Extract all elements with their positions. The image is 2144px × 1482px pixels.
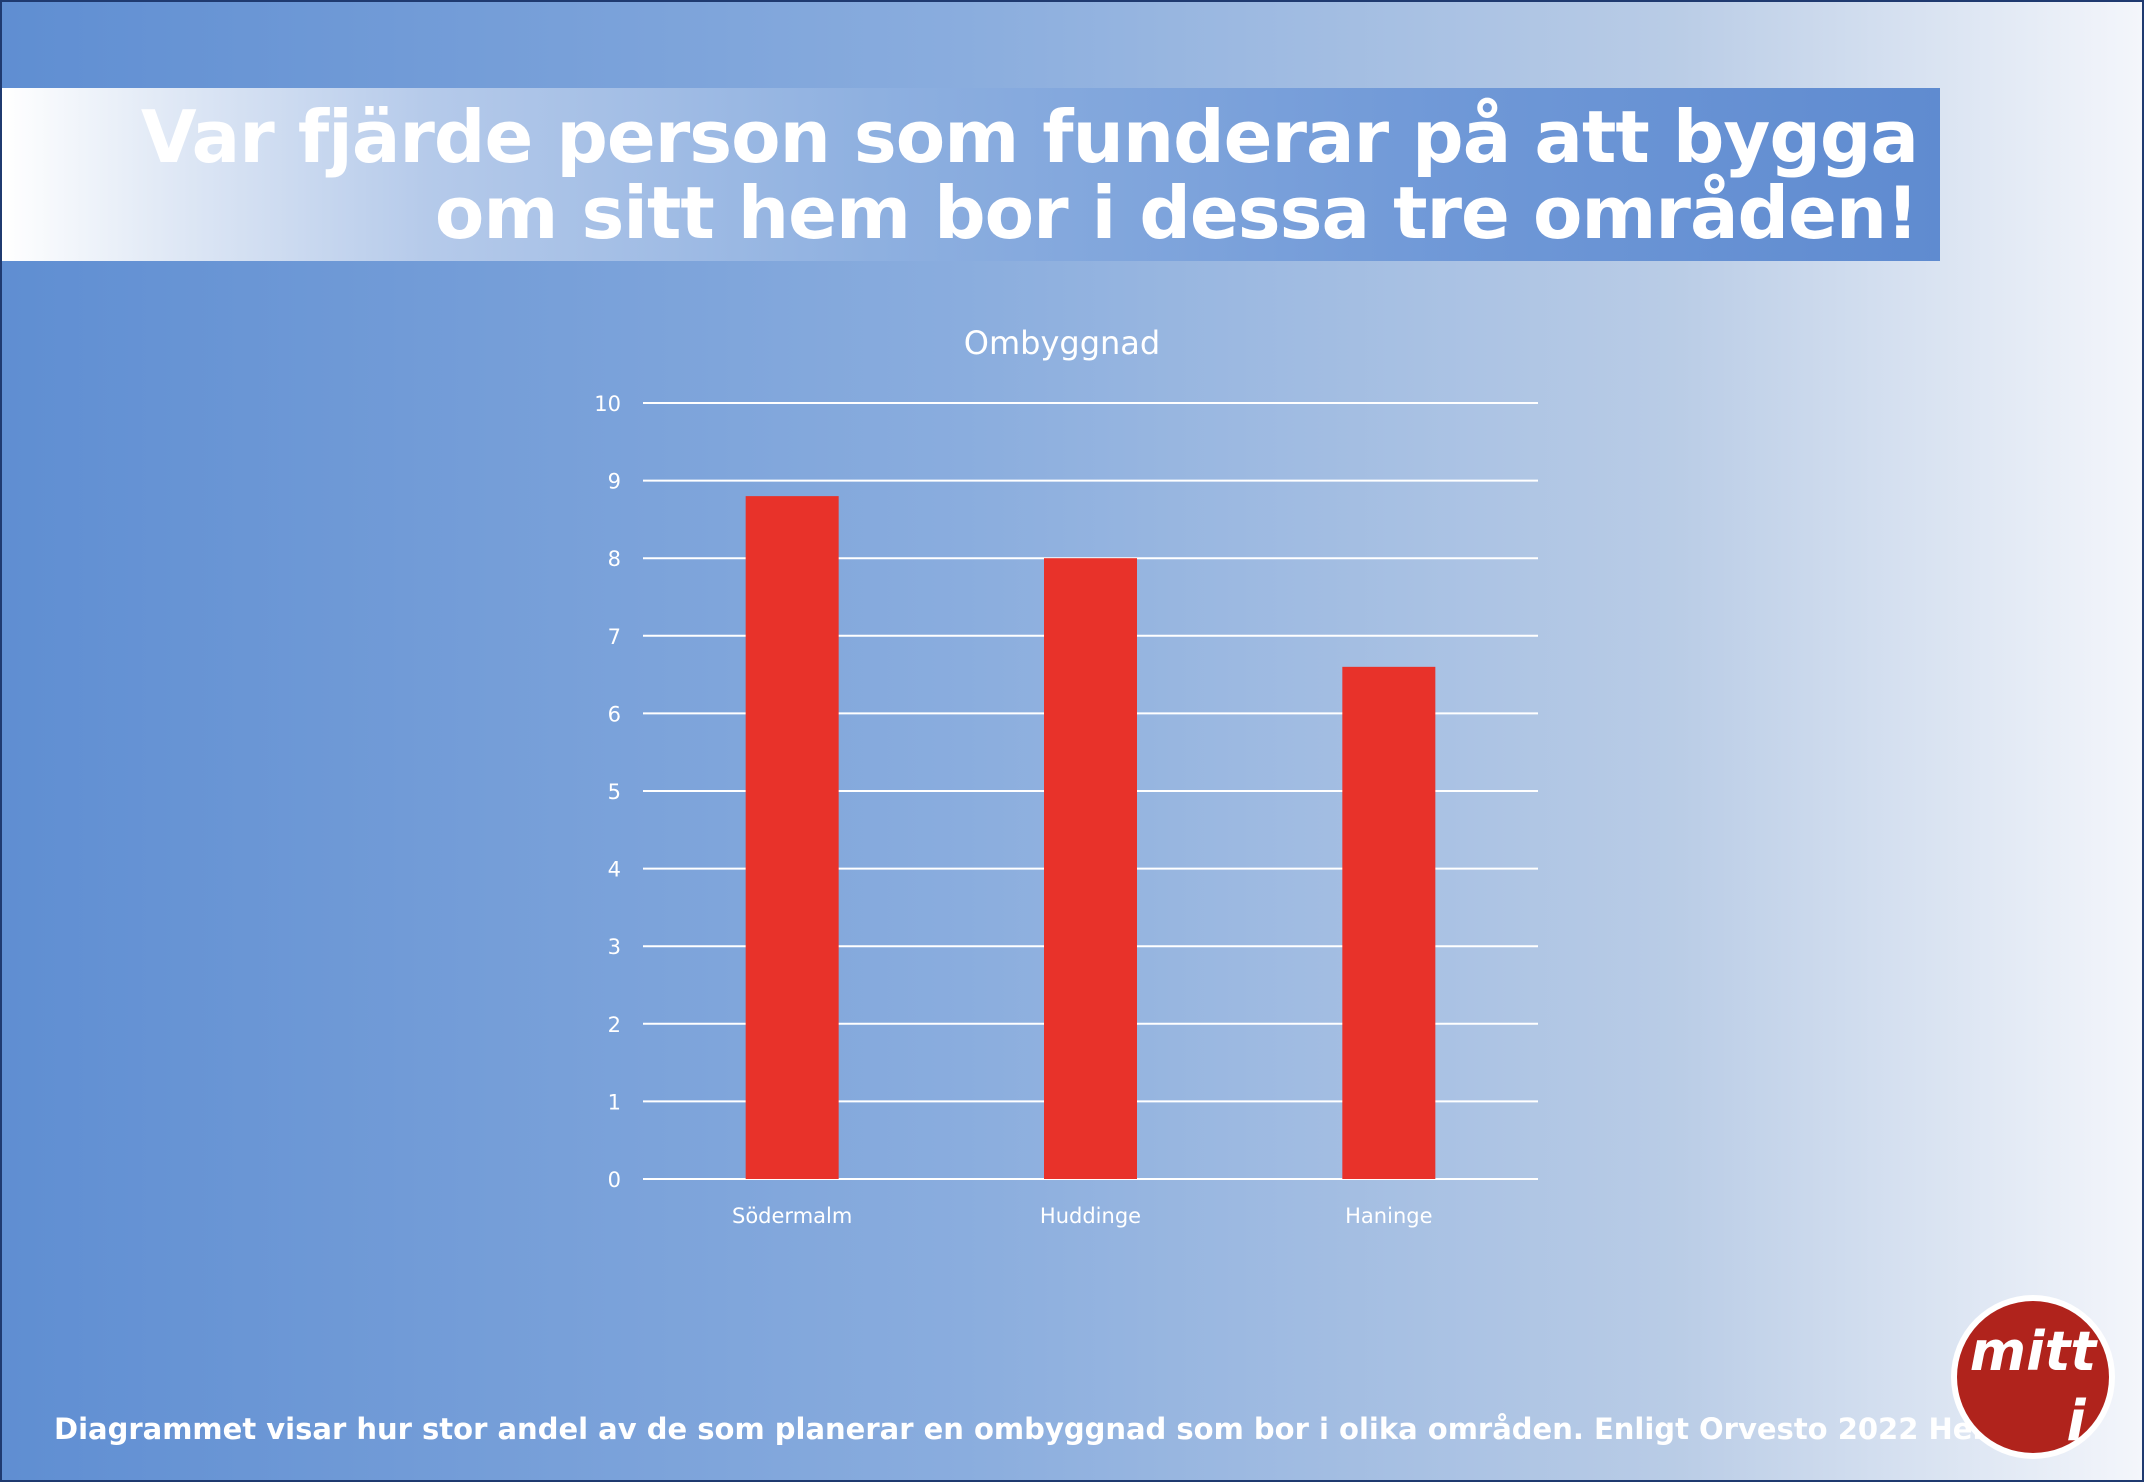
- bar-2: [1342, 666, 1436, 1179]
- headline-line-1: Var fjärde person som funderar på att by…: [140, 94, 1919, 179]
- x-tick-label: Södermalm: [732, 1204, 852, 1228]
- logo-text-top: mitt: [1970, 1320, 2099, 1383]
- bar-0: [745, 496, 839, 1179]
- y-tick-label: 5: [608, 780, 621, 804]
- footnote: Diagrammet visar hur stor andel av de so…: [54, 1412, 2024, 1446]
- bar-chart: Ombyggnad 0 1 2 3 4 5 6 7 8 9 10 Södermalm Huddinge H…: [562, 312, 1562, 1252]
- y-tick-label: 10: [594, 392, 621, 416]
- y-tick-label: 3: [608, 935, 621, 959]
- chart-plot-area: 0 1 2 3 4 5 6 7 8 9 10 Södermalm Huddinge Haninge: [594, 392, 1538, 1228]
- y-tick-label: 7: [608, 625, 621, 649]
- y-tick-label: 9: [608, 470, 621, 494]
- logo-text-bottom: i: [2066, 1389, 2086, 1454]
- y-tick-label: 8: [608, 547, 621, 571]
- chart-title: Ombyggnad: [963, 324, 1161, 362]
- headline-line-2: om sitt hem bor i dessa tre områden!: [434, 170, 1919, 255]
- headline: Var fjärde person som funderar på att by…: [38, 88, 1919, 261]
- headline-banner: Var fjärde person som funderar på att by…: [2, 88, 1940, 261]
- y-tick-label: 1: [608, 1090, 621, 1114]
- y-tick-label: 6: [608, 702, 621, 726]
- y-tick-label: 4: [608, 858, 621, 882]
- x-tick-label: Haninge: [1345, 1204, 1432, 1228]
- bar-1: [1044, 558, 1137, 1179]
- x-tick-label: Huddinge: [1040, 1204, 1141, 1228]
- y-tick-label: 2: [608, 1013, 621, 1037]
- mitt-i-logo: mitt i: [1951, 1295, 2115, 1459]
- y-tick-label: 0: [608, 1168, 621, 1192]
